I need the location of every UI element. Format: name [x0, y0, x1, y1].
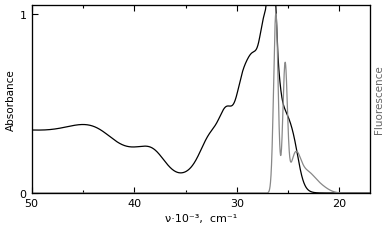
Y-axis label: Absorbance: Absorbance — [5, 69, 16, 130]
X-axis label: ν·10⁻³,  cm⁻¹: ν·10⁻³, cm⁻¹ — [165, 213, 237, 224]
Y-axis label: Fluorescence: Fluorescence — [374, 65, 385, 134]
